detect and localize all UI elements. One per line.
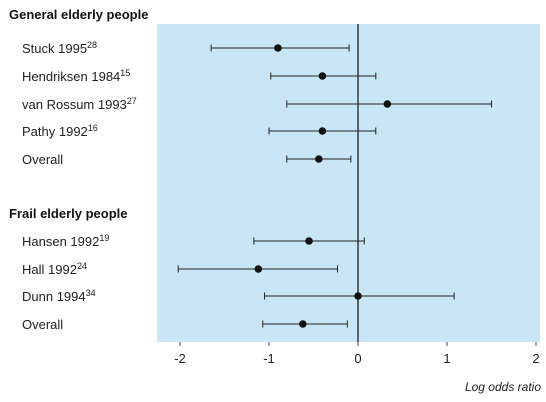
point-estimate xyxy=(318,127,327,135)
row-labels: General elderly people Stuck 199528 Hendri… xyxy=(9,7,148,332)
group-title: Frail elderly people xyxy=(9,206,128,221)
study-label: Stuck 199528 xyxy=(22,40,97,56)
point-estimate xyxy=(318,72,327,80)
group-title: General elderly people xyxy=(9,7,148,22)
point-estimate xyxy=(354,292,362,300)
study-label: Hall 199224 xyxy=(22,261,87,277)
point-estimate xyxy=(299,320,307,328)
x-axis: -2 -1 0 1 2 Log odds ratio xyxy=(174,342,541,394)
x-tick-label: 2 xyxy=(532,351,539,366)
study-label: Overall xyxy=(22,152,63,167)
study-label: van Rossum 199327 xyxy=(22,96,137,112)
point-estimate xyxy=(274,44,282,52)
study-reference: 34 xyxy=(86,288,96,298)
plot-panel-background xyxy=(157,24,540,342)
point-estimate xyxy=(305,237,313,245)
plot-marks xyxy=(177,24,492,342)
study-reference: 15 xyxy=(120,68,130,78)
study-reference: 28 xyxy=(87,40,97,50)
x-tick-label: -1 xyxy=(263,351,275,366)
study-label: Pathy 199216 xyxy=(22,123,98,139)
point-estimate xyxy=(315,155,323,163)
x-tick-label: -2 xyxy=(174,351,186,366)
x-axis-label: Log odds ratio xyxy=(465,380,541,394)
study-label: Overall xyxy=(22,317,63,332)
study-label: Hansen 199219 xyxy=(22,233,109,249)
study-label: Dunn 199434 xyxy=(22,288,96,304)
x-tick-label: 0 xyxy=(354,351,361,366)
point-estimate xyxy=(383,100,392,108)
point-estimate xyxy=(254,265,263,273)
study-label: Hendriksen 198415 xyxy=(22,68,130,84)
x-tick-label: 1 xyxy=(443,351,450,366)
study-reference: 19 xyxy=(99,233,109,243)
study-reference: 16 xyxy=(88,123,98,133)
study-reference: 27 xyxy=(127,96,137,106)
study-reference: 24 xyxy=(77,261,87,271)
